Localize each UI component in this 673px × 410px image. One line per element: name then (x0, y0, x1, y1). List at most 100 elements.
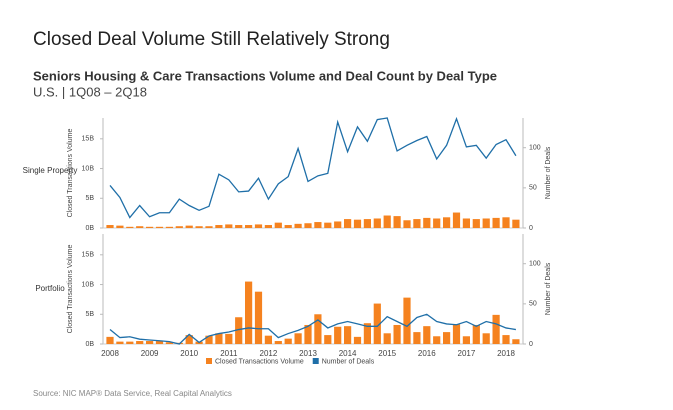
x-tick-label: 2013 (299, 349, 317, 358)
bar (373, 218, 381, 228)
y-tick-label: 10B (82, 165, 95, 172)
page-title: Closed Deal Volume Still Relatively Stro… (33, 29, 390, 50)
y2-tick-label: 50 (529, 185, 537, 192)
bar (146, 226, 154, 228)
bar (155, 226, 164, 228)
bar (235, 317, 243, 344)
bar (165, 226, 173, 228)
y-tick-label: 0B (85, 341, 94, 348)
bar (294, 333, 302, 344)
bar (363, 219, 371, 228)
y-tick-label: 0B (85, 225, 94, 232)
bar (482, 218, 490, 228)
bar (443, 332, 451, 344)
bar (334, 326, 342, 344)
bar (254, 291, 263, 344)
bar (185, 335, 193, 344)
bar (433, 336, 441, 344)
bar (403, 297, 411, 344)
bar (294, 223, 302, 228)
x-tick-label: 2014 (339, 349, 357, 358)
bar (106, 225, 114, 228)
bar (472, 324, 480, 344)
bar (205, 335, 213, 344)
bar (344, 219, 352, 228)
y-tick-label: 15B (82, 136, 95, 143)
bar (462, 336, 470, 344)
bar (383, 215, 391, 228)
bar (205, 226, 213, 228)
caption: U.S. | 1Q08 – 2Q18 (33, 84, 147, 99)
y-tick-label: 15B (82, 252, 95, 259)
bar (462, 218, 470, 228)
legend-swatch (312, 358, 319, 364)
bar (274, 341, 282, 344)
bar (502, 217, 510, 228)
bar (136, 226, 144, 228)
bar (344, 326, 352, 344)
bar (413, 219, 421, 228)
bar (512, 339, 520, 344)
panel-label: Single Property (22, 166, 78, 175)
bar (393, 324, 401, 344)
bar (126, 226, 134, 228)
bar (264, 335, 272, 344)
y2-axis-title: Number of Deals (545, 146, 552, 199)
y-axis-title: Closed Transactions Volume (67, 129, 74, 218)
legend-label: Number of Deals (322, 358, 375, 365)
bar (284, 225, 292, 228)
bar (492, 314, 500, 344)
bar (403, 220, 411, 228)
bar (225, 333, 233, 344)
bar (334, 221, 342, 228)
bar (492, 217, 500, 228)
bar (452, 324, 461, 344)
y2-axis-title: Number of Deals (545, 262, 552, 315)
bar (472, 219, 480, 228)
bar (215, 333, 223, 344)
x-tick-label: 2016 (418, 349, 436, 358)
bar (245, 225, 253, 228)
source: Source: NIC MAP® Data Service, Real Capi… (33, 389, 232, 398)
legend-swatch (206, 358, 212, 364)
bar (274, 222, 282, 228)
x-tick-label: 2012 (260, 349, 278, 358)
bar (443, 217, 451, 228)
bar (353, 336, 362, 344)
bar (185, 225, 193, 228)
bar (482, 333, 490, 344)
x-tick-label: 2009 (141, 349, 159, 358)
panel-label: Portfolio (35, 284, 65, 293)
bar (353, 219, 362, 228)
y-tick-label: 5B (85, 195, 94, 202)
legend-label: Closed Transactions Volume (215, 358, 304, 365)
bar (106, 336, 114, 344)
bar (225, 224, 233, 228)
y-axis-title: Closed Transactions Volume (67, 245, 74, 334)
bar (235, 225, 243, 228)
y-tick-label: 5B (85, 311, 94, 318)
bar (215, 225, 223, 228)
bar (383, 333, 391, 344)
bar (314, 222, 322, 228)
x-tick-label: 2015 (378, 349, 396, 358)
bar (254, 224, 263, 228)
bar (146, 341, 154, 344)
bar (512, 219, 520, 228)
x-tick-label: 2018 (497, 349, 515, 358)
y-tick-label: 10B (82, 281, 95, 288)
line (109, 313, 517, 345)
bar (126, 341, 134, 344)
bar (502, 335, 510, 344)
y2-tick-label: 50 (529, 301, 537, 308)
bar (433, 218, 441, 228)
x-tick-label: 2017 (458, 349, 476, 358)
bar (423, 326, 431, 344)
bar (165, 342, 173, 344)
bar (195, 226, 203, 228)
bar (264, 225, 272, 228)
y2-tick-label: 0 (529, 341, 533, 348)
line (109, 116, 517, 219)
